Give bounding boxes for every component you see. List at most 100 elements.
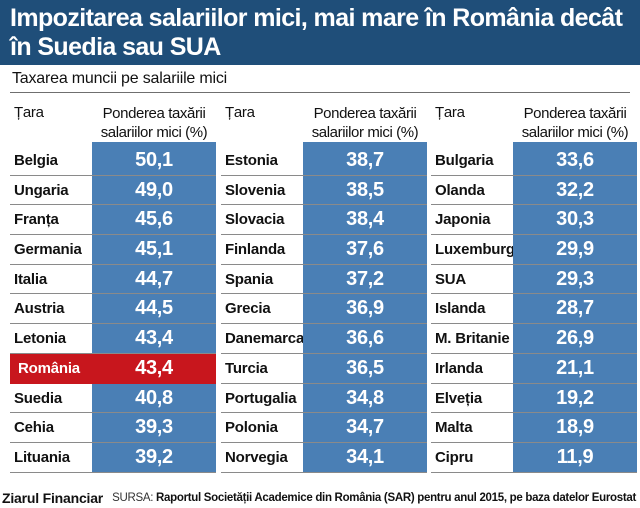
- country-label: Bulgaria: [435, 152, 494, 169]
- table-row: Luxemburg 29,9: [431, 235, 637, 265]
- table-row: Islanda 28,7: [431, 294, 637, 325]
- country-label: Suedia: [14, 389, 62, 407]
- value-cell: 50,1: [92, 146, 216, 176]
- row-divider: [431, 382, 637, 384]
- row-divider: [10, 204, 216, 206]
- country-label: România: [18, 359, 80, 377]
- row-divider: [221, 382, 427, 384]
- row-divider: [10, 263, 216, 265]
- country-label: Franța: [14, 211, 59, 229]
- country-label: Slovenia: [225, 181, 286, 199]
- row-divider: [431, 263, 637, 265]
- row-divider: [431, 323, 637, 325]
- country-label: Lituania: [14, 448, 70, 466]
- row-divider: [221, 471, 427, 473]
- value-cell: 29,3: [513, 264, 637, 295]
- row-divider: [10, 471, 216, 473]
- table-panel-1: Țara Ponderea taxării salariilor mici (%…: [10, 96, 216, 473]
- value-cell: 36,9: [303, 294, 427, 325]
- table-row: Lituania 39,2: [10, 442, 216, 473]
- value-cell: 39,2: [92, 442, 216, 473]
- table-row: Malta 18,9: [431, 413, 637, 443]
- value-cell: 44,7: [92, 264, 216, 295]
- row-divider: [221, 293, 427, 295]
- row-divider: [221, 204, 427, 206]
- table-row: Austria 44,5: [10, 294, 216, 325]
- row-divider: [221, 323, 427, 325]
- title-bar: Impozitarea salariilor mici, mai mare în…: [0, 0, 640, 65]
- table-row: Slovacia 38,4: [221, 205, 427, 236]
- table-row: Spania 37,2: [221, 264, 427, 295]
- row-divider: [431, 204, 637, 206]
- country-label: Italia: [14, 270, 47, 288]
- country-label: M. Britanie: [435, 330, 510, 348]
- table-row: Franța 45,6: [10, 205, 216, 236]
- table-row: Grecia 36,9: [221, 294, 427, 325]
- row-divider: [221, 441, 427, 443]
- row-divider: [10, 323, 216, 325]
- table-row: Belgia 50,1: [10, 146, 216, 176]
- table-row-highlighted: România 43,4: [10, 353, 216, 384]
- value-cell: 37,6: [303, 235, 427, 265]
- source-label: SURSA:: [112, 492, 154, 504]
- country-label: Cipru: [435, 448, 474, 466]
- value-cell: 37,2: [303, 264, 427, 295]
- table-row: Japonia 30,3: [431, 205, 637, 236]
- value-cell: 38,4: [303, 205, 427, 236]
- value-cell: 26,9: [513, 324, 637, 354]
- country-label: SUA: [435, 270, 467, 288]
- country-label: Belgia: [14, 152, 58, 169]
- value-column-header: Ponderea taxării salariilor mici (%): [92, 104, 216, 142]
- panel-header: Țara Ponderea taxării salariilor mici (%…: [431, 96, 637, 146]
- table-row: Portugalia 34,8: [221, 383, 427, 414]
- value-header-line-1: Ponderea taxării: [313, 105, 417, 122]
- country-label: Estonia: [225, 152, 278, 169]
- country-column-header: Țara: [225, 104, 255, 121]
- row-divider: [10, 412, 216, 414]
- panel-rows: Estonia 38,7 Slovenia 38,5 Slovacia 38,4 Finla…: [221, 146, 427, 473]
- row-divider: [221, 174, 427, 176]
- table-row: Italia 44,7: [10, 264, 216, 295]
- value-cell: 34,1: [303, 442, 427, 473]
- value-header-line-2: salariilor mici (%): [311, 124, 419, 141]
- value-cell: 36,5: [303, 353, 427, 384]
- table-row: Olanda 32,2: [431, 175, 637, 206]
- country-label: Austria: [14, 300, 65, 318]
- table-row: Danemarca 36,6: [221, 324, 427, 354]
- value-cell: 32,2: [513, 175, 637, 206]
- country-label: Japonia: [435, 211, 491, 229]
- value-cell: 38,7: [303, 146, 427, 176]
- row-divider: [10, 441, 216, 443]
- publisher-credit: Ziarul Financiar: [2, 490, 104, 506]
- panel-rows: Belgia 50,1 Ungaria 49,0 Franța 45,6 Germania 4…: [10, 146, 216, 473]
- row-divider: [10, 352, 216, 354]
- table-row: Polonia 34,7: [221, 413, 427, 443]
- value-cell: 43,4: [92, 353, 216, 384]
- title-line-2: în Suedia sau SUA: [10, 33, 221, 61]
- row-divider: [431, 471, 637, 473]
- value-column-header: Ponderea taxării salariilor mici (%): [303, 104, 427, 142]
- value-column-cap: [513, 142, 637, 146]
- row-divider: [431, 234, 637, 236]
- value-cell: 28,7: [513, 294, 637, 325]
- value-cell: 30,3: [513, 205, 637, 236]
- row-divider: [221, 263, 427, 265]
- panel-header: Țara Ponderea taxării salariilor mici (%…: [10, 96, 216, 146]
- value-cell: 40,8: [92, 383, 216, 414]
- source-text: Raportul Societății Academice din Români…: [156, 492, 636, 504]
- value-cell: 39,3: [92, 413, 216, 443]
- value-column-cap: [92, 142, 216, 146]
- table-row: M. Britanie 26,9: [431, 324, 637, 354]
- country-label: Turcia: [225, 359, 268, 377]
- table-row: Suedia 40,8: [10, 383, 216, 414]
- country-label: Elveția: [435, 389, 482, 407]
- value-cell: 45,1: [92, 235, 216, 265]
- value-cell: 11,9: [513, 442, 637, 473]
- country-label: Ungaria: [14, 181, 69, 199]
- table-panel-2: Țara Ponderea taxării salariilor mici (%…: [221, 96, 427, 473]
- table-row: Germania 45,1: [10, 235, 216, 265]
- row-divider: [431, 412, 637, 414]
- table-row: Ungaria 49,0: [10, 175, 216, 206]
- value-cell: 29,9: [513, 235, 637, 265]
- value-cell: 34,8: [303, 383, 427, 414]
